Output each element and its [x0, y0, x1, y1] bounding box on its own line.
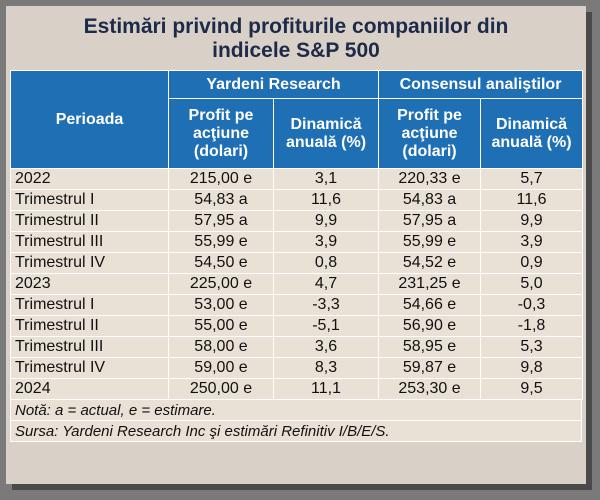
cell-yardeni-profit: 59,00 e: [168, 357, 274, 379]
cell-consensus-dynamic: 11,6: [480, 189, 584, 211]
cell-yardeni-dynamic: 11,6: [272, 189, 380, 211]
cell-consensus-profit: 58,95 e: [378, 336, 482, 358]
cell-consensus-dynamic: 5,0: [480, 273, 584, 295]
header-yr-dynamic-line2: anuală (%): [286, 133, 367, 151]
cell-period: Trimestrul III: [10, 231, 169, 253]
cell-consensus-profit: 54,83 a: [378, 189, 482, 211]
cell-yardeni-dynamic: 0,8: [272, 252, 380, 274]
cell-period: Trimestrul II: [10, 315, 169, 337]
header-cons-dynamic: Dinamică anuală (%): [480, 98, 584, 169]
cell-period: Trimestrul I: [10, 294, 169, 316]
cell-consensus-dynamic: 3,9: [480, 231, 584, 253]
earnings-table: Perioada Yardeni Research Consensul anal…: [10, 70, 584, 400]
cell-yardeni-dynamic: 9,9: [272, 210, 380, 232]
header-yr-profit: Profit pe acţiune (dolari): [168, 98, 274, 169]
header-yr-profit-line3: (dolari): [193, 142, 249, 160]
header-yr-profit-line2: acţiune: [192, 124, 249, 142]
cell-yardeni-dynamic: 11,1: [272, 378, 380, 400]
cell-period: Trimestrul IV: [10, 252, 169, 274]
cell-yardeni-profit: 215,00 e: [168, 168, 274, 190]
cell-yardeni-profit: 54,83 a: [168, 189, 274, 211]
cell-period: Trimestrul II: [10, 210, 169, 232]
cell-period: 2022: [10, 168, 169, 190]
cell-consensus-dynamic: 9,5: [480, 378, 584, 400]
cell-yardeni-profit: 55,99 e: [168, 231, 274, 253]
table-row: Trimestrul II 57,95 a 9,9 57,95 a 9,9: [10, 210, 584, 232]
cell-period: Trimestrul IV: [10, 357, 169, 379]
table-row: 2024 250,00 e 11,1 253,30 e 9,5: [10, 378, 584, 400]
cell-consensus-dynamic: 0,9: [480, 252, 584, 274]
cell-yardeni-dynamic: 3,1: [272, 168, 380, 190]
cell-yardeni-dynamic: 8,3: [272, 357, 380, 379]
cell-consensus-dynamic: -1,8: [480, 315, 584, 337]
header-cons-dynamic-line1: Dinamică: [495, 115, 568, 133]
cell-yardeni-dynamic: -3,3: [272, 294, 380, 316]
title-line-2: indicele S&P 500: [212, 39, 380, 62]
cell-yardeni-dynamic: 3,6: [272, 336, 380, 358]
cell-period: 2024: [10, 378, 169, 400]
table-body: 2022 215,00 e 3,1 220,33 e 5,7 Trimestrul I 54…: [10, 168, 584, 400]
cell-yardeni-dynamic: 3,9: [272, 231, 380, 253]
table-row: 2023 225,00 e 4,7 231,25 e 5,0: [10, 273, 584, 295]
cell-period: Trimestrul I: [10, 189, 169, 211]
table-row: Trimestrul I 54,83 a 11,6 54,83 a 11,6: [10, 189, 584, 211]
cell-consensus-dynamic: 9,9: [480, 210, 584, 232]
cell-consensus-dynamic: -0,3: [480, 294, 584, 316]
table-row: Trimestrul I 53,00 e -3,3 54,66 e -0,3: [10, 294, 584, 316]
cell-period: 2023: [10, 273, 169, 295]
header-cons-dynamic-line2: anuală (%): [491, 133, 572, 151]
header-cons-profit: Profit pe acţiune (dolari): [378, 98, 482, 169]
header-cons-profit-line3: (dolari): [402, 142, 457, 160]
header-cons-profit-line2: acţiune: [401, 124, 458, 142]
header-yr-dynamic: Dinamică anuală (%): [272, 98, 380, 169]
header-group-yardeni: Yardeni Research: [167, 70, 380, 99]
cell-consensus-dynamic: 9,8: [480, 357, 584, 379]
cell-period: Trimestrul III: [10, 336, 169, 358]
cell-yardeni-dynamic: -5,1: [272, 315, 380, 337]
cell-consensus-profit: 54,52 e: [378, 252, 482, 274]
cell-consensus-profit: 54,66 e: [378, 294, 482, 316]
cell-consensus-profit: 59,87 e: [378, 357, 482, 379]
table-row: Trimestrul III 55,99 e 3,9 55,99 e 3,9: [10, 231, 584, 253]
cell-consensus-profit: 220,33 e: [378, 168, 482, 190]
table-row: Trimestrul IV 59,00 e 8,3 59,87 e 9,8: [10, 357, 584, 379]
cell-yardeni-profit: 58,00 e: [168, 336, 274, 358]
header-group-consensus: Consensul analiştilor: [378, 70, 584, 99]
cell-yardeni-profit: 250,00 e: [168, 378, 274, 400]
cell-consensus-profit: 57,95 a: [378, 210, 482, 232]
table-row: Trimestrul II 55,00 e -5,1 56,90 e -1,8: [10, 315, 584, 337]
title-line-1: Estimări privind profiturile companiilor…: [83, 15, 509, 38]
table-row: 2022 215,00 e 3,1 220,33 e 5,7: [10, 168, 584, 190]
document-frame: Estimări privind profiturile companiilor…: [6, 6, 586, 484]
cell-yardeni-profit: 55,00 e: [168, 315, 274, 337]
table-row: Trimestrul IV 54,50 e 0,8 54,52 e 0,9: [10, 252, 584, 274]
cell-consensus-profit: 55,99 e: [378, 231, 482, 253]
header-yr-profit-line1: Profit pe: [188, 106, 254, 124]
note-text: Notă: a = actual, e = estimare.: [10, 400, 582, 421]
cell-yardeni-dynamic: 4,7: [272, 273, 380, 295]
header-cons-profit-line1: Profit pe: [397, 106, 462, 124]
cell-consensus-profit: 253,30 e: [378, 378, 482, 400]
notes: Notă: a = actual, e = estimare. Sursa: Y…: [10, 400, 582, 442]
cell-yardeni-profit: 57,95 a: [168, 210, 274, 232]
cell-consensus-profit: 231,25 e: [378, 273, 482, 295]
cell-yardeni-profit: 54,50 e: [168, 252, 274, 274]
header-period: Perioada: [10, 70, 169, 169]
source-text: Sursa: Yardeni Research Inc şi estimări …: [10, 421, 582, 442]
cell-consensus-profit: 56,90 e: [378, 315, 482, 337]
cell-yardeni-profit: 225,00 e: [168, 273, 274, 295]
cell-consensus-dynamic: 5,3: [480, 336, 584, 358]
cell-yardeni-profit: 53,00 e: [168, 294, 274, 316]
header-yr-dynamic-line1: Dinamică: [290, 115, 362, 133]
cell-consensus-dynamic: 5,7: [480, 168, 584, 190]
table-row: Trimestrul III 58,00 e 3,6 58,95 e 5,3: [10, 336, 584, 358]
page-title: Estimări privind profiturile companiilor…: [6, 6, 586, 70]
